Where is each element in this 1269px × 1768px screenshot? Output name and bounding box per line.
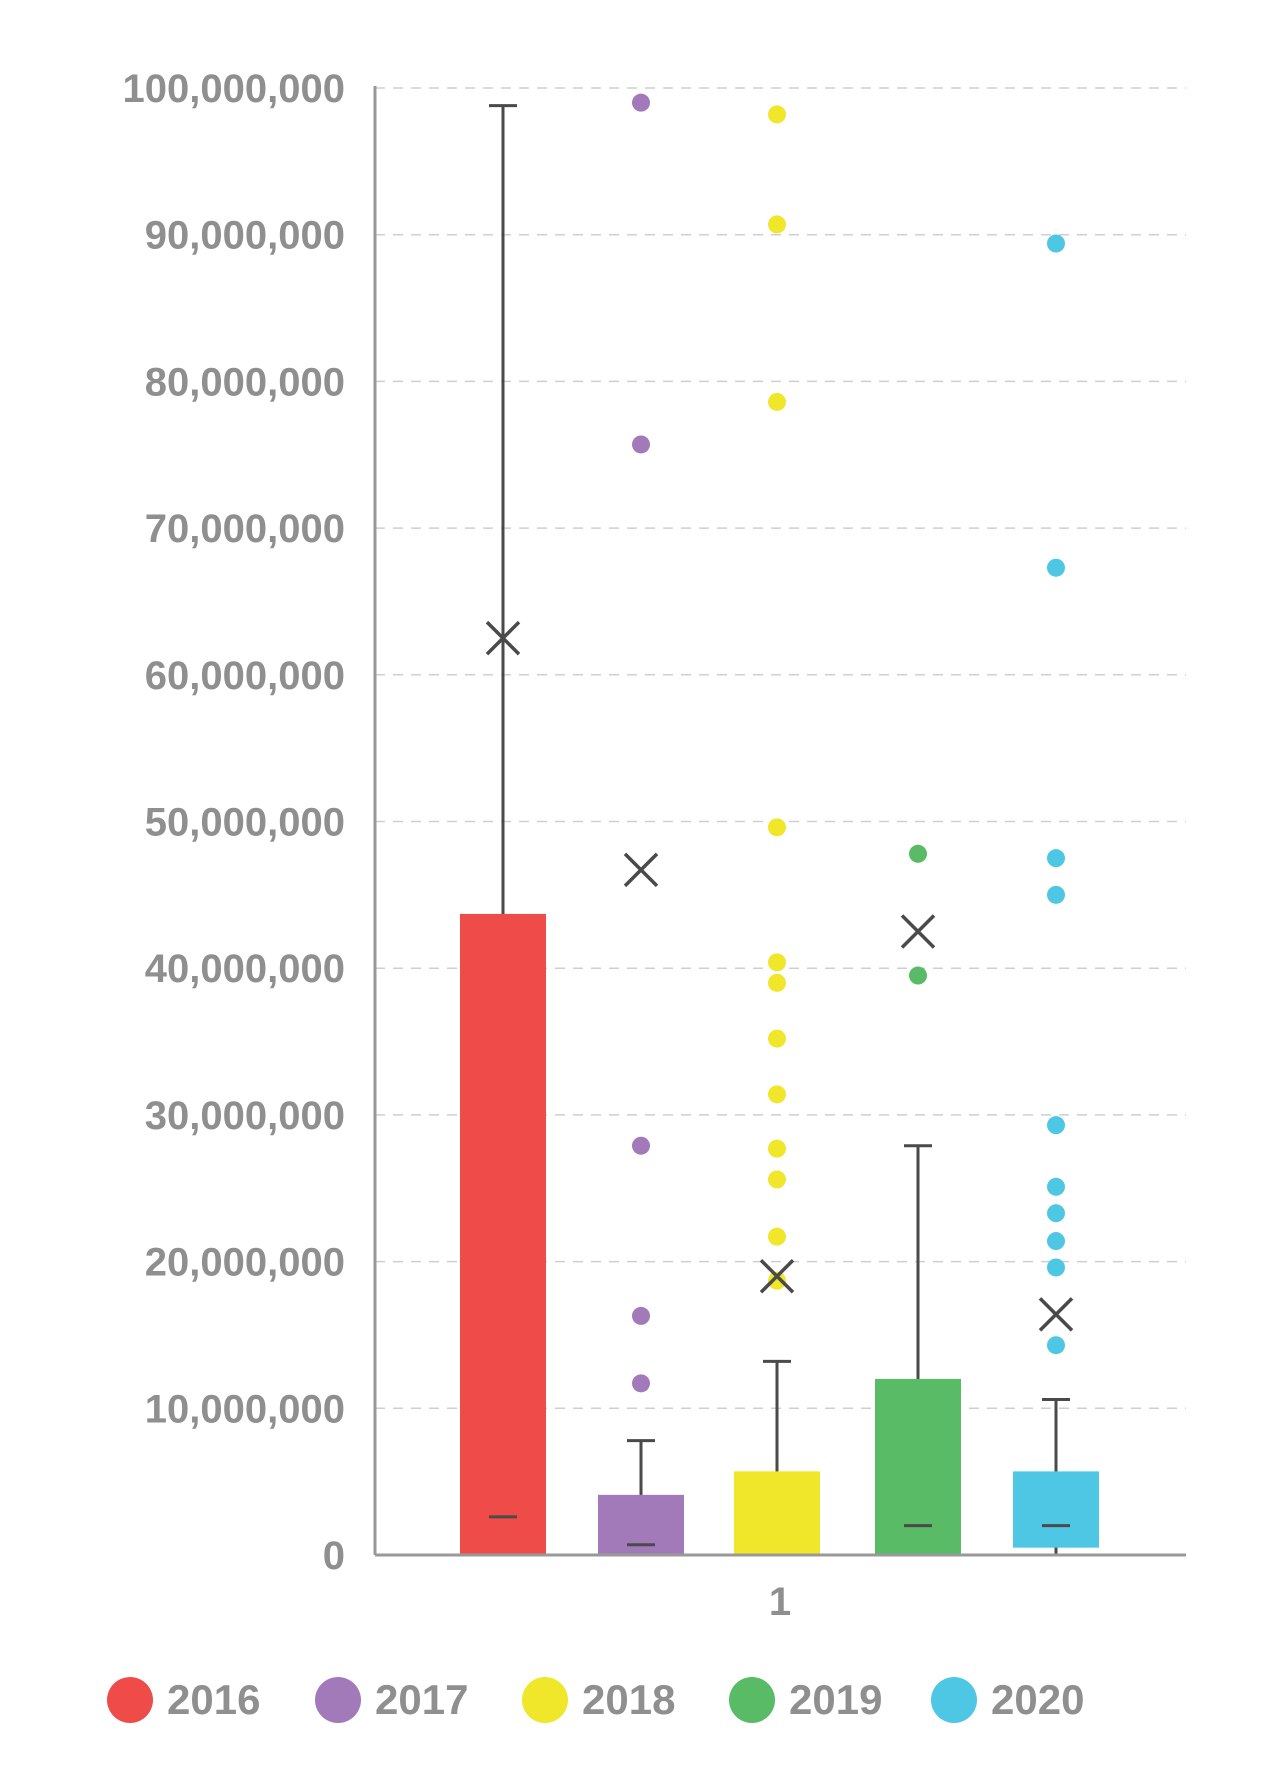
legend-item-2018: 2018 xyxy=(522,1660,675,1740)
outlier-point xyxy=(768,1029,786,1048)
outlier-point xyxy=(1047,1116,1065,1135)
outlier-point xyxy=(909,966,927,985)
outlier-point xyxy=(768,818,786,837)
outlier-point xyxy=(1047,849,1065,868)
legend-swatch-2019 xyxy=(729,1677,775,1723)
outlier-point xyxy=(1047,1204,1065,1223)
legend-swatch-2018 xyxy=(522,1677,568,1723)
outlier-point xyxy=(1047,1232,1065,1251)
box-plot-chart: 0 10,000,000 20,000,000 30,000,000 40,000,00… xyxy=(123,67,1186,1624)
box xyxy=(875,1378,961,1555)
box xyxy=(734,1471,820,1555)
outlier-point xyxy=(1047,1258,1065,1277)
legend-item-2016: 2016 xyxy=(107,1660,260,1740)
legend-swatch-2020 xyxy=(931,1677,977,1723)
y-tick-label: 10,000,000 xyxy=(145,1387,345,1431)
outlier-point xyxy=(632,435,650,454)
outlier-point xyxy=(1047,234,1065,253)
outlier-point xyxy=(768,1085,786,1104)
box-series-2016 xyxy=(460,104,546,1555)
y-tick-label: 30,000,000 xyxy=(145,1094,345,1138)
legend-item-2017: 2017 xyxy=(315,1660,468,1740)
outlier-point xyxy=(1047,885,1065,904)
legend-swatch-2017 xyxy=(315,1677,361,1723)
outlier-point xyxy=(768,1139,786,1158)
outlier-point xyxy=(1047,1177,1065,1196)
y-tick-label: 20,000,000 xyxy=(145,1241,345,1285)
outlier-point xyxy=(768,105,786,124)
legend-label-2019: 2019 xyxy=(789,1676,883,1723)
y-tick-label: 70,000,000 xyxy=(145,507,345,551)
legend-item-2020: 2020 xyxy=(931,1660,1084,1740)
mean-marker xyxy=(900,914,936,949)
x-category-label: 1 xyxy=(769,1580,791,1624)
mean-marker xyxy=(623,852,659,888)
legend-label-2018: 2018 xyxy=(582,1676,676,1723)
y-tick-label: 40,000,000 xyxy=(145,947,345,991)
outlier-point xyxy=(632,1374,650,1393)
y-tick-label: 90,000,000 xyxy=(145,214,345,258)
y-tick-label: 100,000,000 xyxy=(123,67,345,111)
outlier-point xyxy=(768,953,786,972)
outlier-point xyxy=(1047,558,1065,577)
outlier-point xyxy=(1047,1336,1065,1355)
legend-label-2020: 2020 xyxy=(991,1676,1085,1723)
y-tick-label: 60,000,000 xyxy=(145,654,345,698)
legend-label-2017: 2017 xyxy=(375,1676,469,1723)
box-series-2017 xyxy=(598,93,684,1555)
outlier-point xyxy=(909,844,927,863)
outlier-point xyxy=(632,1306,650,1325)
box-series-2019 xyxy=(875,844,961,1555)
outlier-point xyxy=(768,1271,786,1290)
mean-marker xyxy=(485,620,521,656)
y-tick-label: 0 xyxy=(323,1534,345,1578)
y-tick-label: 80,000,000 xyxy=(145,360,345,404)
outlier-point xyxy=(632,1136,650,1155)
box-series-2020 xyxy=(1013,234,1099,1555)
y-tick-label: 50,000,000 xyxy=(145,801,345,845)
outlier-point xyxy=(768,392,786,411)
outlier-point xyxy=(768,1170,786,1189)
outlier-point xyxy=(768,1227,786,1246)
outlier-point xyxy=(768,973,786,992)
legend: 2016 2017 2018 2019 2020 xyxy=(0,1660,1269,1740)
legend-item-2019: 2019 xyxy=(729,1660,882,1740)
box-series-2018 xyxy=(734,105,820,1557)
box xyxy=(460,913,546,1555)
mean-marker xyxy=(1038,1297,1074,1332)
y-axis-tick-labels: 0 10,000,000 20,000,000 30,000,000 40,000,00… xyxy=(123,67,345,1578)
legend-swatch-2016 xyxy=(107,1677,153,1723)
outlier-point xyxy=(768,215,786,234)
legend-label-2016: 2016 xyxy=(167,1676,261,1723)
mean-marker xyxy=(759,1259,795,1294)
box xyxy=(1013,1471,1099,1548)
outlier-point xyxy=(632,93,650,112)
